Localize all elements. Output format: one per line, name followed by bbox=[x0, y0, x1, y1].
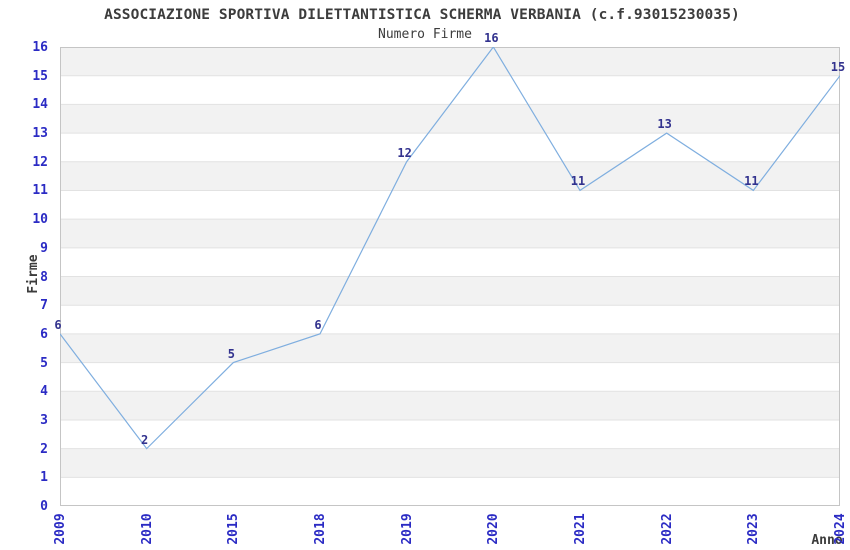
x-tick-label: 2009 bbox=[53, 513, 68, 545]
grid-band bbox=[60, 104, 840, 134]
y-tick-label: 13 bbox=[32, 126, 48, 142]
x-tick-label: 2023 bbox=[746, 513, 762, 545]
y-tick-label: 2 bbox=[40, 441, 48, 457]
y-tick-label: 7 bbox=[40, 298, 48, 314]
value-label: 16 bbox=[484, 31, 499, 45]
plot-area bbox=[60, 47, 840, 506]
y-tick-label: 5 bbox=[40, 355, 48, 371]
y-tick-label: 16 bbox=[32, 40, 48, 55]
y-tick-label: 6 bbox=[40, 326, 48, 342]
grid-band bbox=[60, 448, 840, 478]
grid-band bbox=[60, 161, 840, 191]
x-tick-label: 2010 bbox=[139, 513, 155, 545]
value-label: 15 bbox=[830, 59, 846, 74]
value-label: 11 bbox=[744, 174, 759, 189]
grid-band bbox=[60, 276, 840, 306]
value-label: 2 bbox=[141, 432, 149, 447]
value-label: 11 bbox=[570, 174, 586, 189]
grid-band bbox=[60, 333, 840, 363]
value-label: 6 bbox=[54, 317, 62, 332]
y-tick-label: 10 bbox=[32, 212, 48, 228]
x-tick-label: 2021 bbox=[573, 513, 588, 545]
chart-subtitle: Numero Firme bbox=[378, 27, 472, 42]
plot-border bbox=[60, 47, 840, 506]
y-tick-label: 11 bbox=[32, 183, 48, 199]
y-tick-label: 3 bbox=[40, 412, 48, 428]
y-tick-label: 12 bbox=[32, 154, 48, 170]
line-series bbox=[60, 47, 840, 450]
y-tick-label: 4 bbox=[40, 384, 48, 400]
y-tick-label: 9 bbox=[40, 240, 48, 256]
grid-band bbox=[60, 219, 840, 248]
x-tick-label: 2015 bbox=[226, 513, 242, 545]
grid-band bbox=[60, 391, 840, 420]
x-tick-label: 2018 bbox=[313, 513, 328, 545]
x-tick-label: 2024 bbox=[833, 513, 848, 545]
value-label: 13 bbox=[657, 117, 672, 132]
grid-band bbox=[60, 47, 840, 76]
x-tick-label: 2020 bbox=[486, 513, 502, 545]
x-axis-title: Anno bbox=[811, 533, 843, 548]
value-label: 6 bbox=[314, 317, 322, 332]
y-tick-label: 1 bbox=[40, 470, 48, 486]
y-tick-label: 8 bbox=[40, 269, 48, 285]
x-tick-label: 2022 bbox=[659, 513, 675, 545]
y-tick-label: 15 bbox=[32, 68, 48, 84]
value-label: 12 bbox=[397, 145, 412, 160]
y-tick-label: 14 bbox=[32, 97, 48, 113]
x-tick-label: 2019 bbox=[399, 513, 415, 545]
y-tick-label: 0 bbox=[40, 499, 48, 514]
value-label: 5 bbox=[227, 346, 235, 361]
chart-title: ASSOCIAZIONE SPORTIVA DILETTANTISTICA SC… bbox=[104, 7, 740, 23]
